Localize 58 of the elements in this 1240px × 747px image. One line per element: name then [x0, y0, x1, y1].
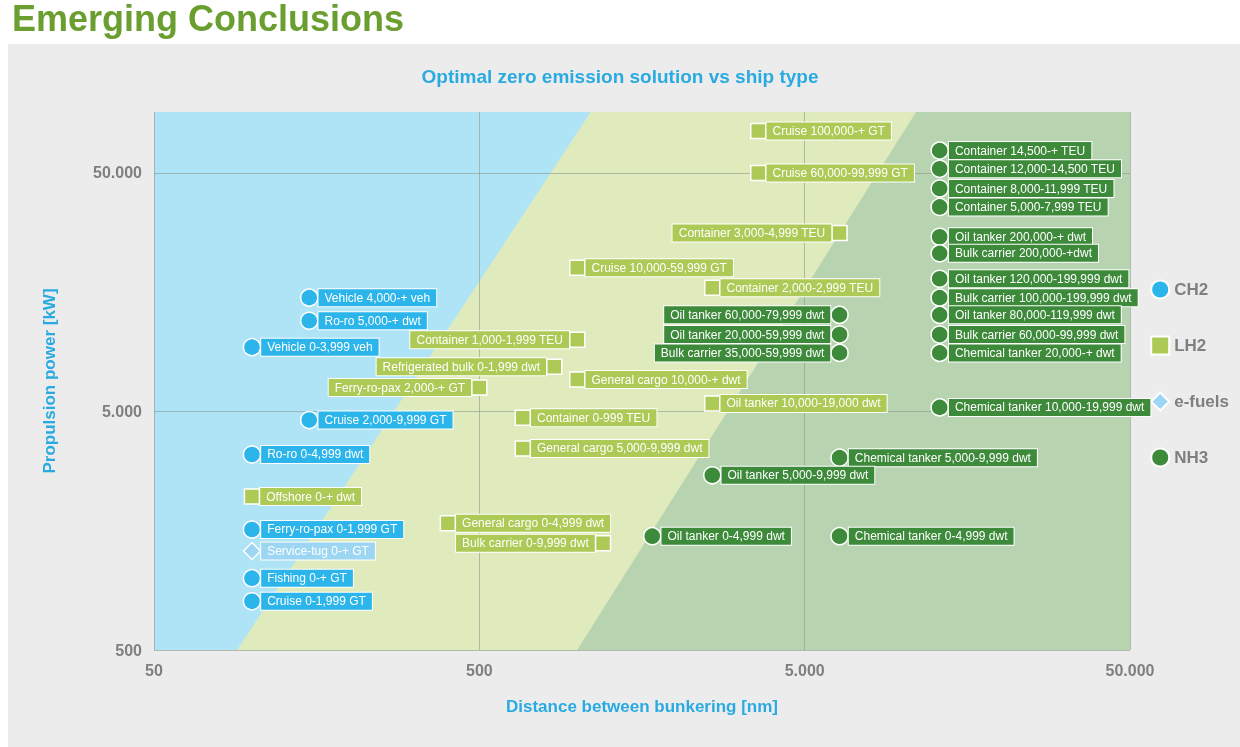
x-tick-label: 50 — [145, 661, 163, 679]
data-label: Container 0-999 TEU — [537, 410, 651, 425]
data-label: Fishing 0-+ GT — [267, 571, 348, 586]
data-label: Chemical tanker 10,000-19,999 dwt — [954, 400, 1146, 415]
data-label: Bulk carrier 100,000-199,999 dwt — [954, 290, 1133, 305]
data-label: Ro-ro 0-4,999 dwt — [267, 447, 364, 462]
chart-title: Optimal zero emission solution vs ship type — [421, 66, 819, 87]
legend-label: LH2 — [1174, 336, 1207, 355]
data-label: Vehicle 4,000-+ veh — [324, 290, 431, 305]
data-label: General cargo 5,000-9,999 dwt — [537, 441, 704, 456]
data-label: Container 2,000-2,999 TEU — [726, 280, 874, 295]
data-label: Ro-ro 5,000-+ dwt — [324, 313, 422, 328]
data-label: Container 1,000-1,999 TEU — [416, 332, 564, 347]
data-label: General cargo 10,000-+ dwt — [591, 372, 742, 387]
data-label: Cruise 0-1,999 GT — [267, 594, 367, 609]
data-label: Oil tanker 80,000-119,999 dwt — [954, 307, 1116, 322]
y-tick-label: 50.000 — [93, 164, 143, 182]
x-tick-label: 500 — [465, 661, 493, 679]
data-label: Refrigerated bulk 0-1,999 dwt — [382, 359, 541, 374]
data-label: Cruise 2,000-9,999 GT — [324, 413, 448, 428]
text: Emerging Conclusions — [12, 0, 405, 39]
data-label: Ferry-ro-pax 2,000-+ GT — [334, 380, 466, 395]
data-label: Bulk carrier 60,000-99,999 dwt — [954, 327, 1120, 342]
x-axis-title: Distance between bunkering [nm] — [505, 697, 779, 716]
data-label: Container 14,500-+ TEU — [954, 143, 1086, 158]
data-label: Oil tanker 5,000-9,999 dwt — [727, 468, 869, 483]
data-label: Oil tanker 120,000-199,999 dwt — [954, 271, 1124, 286]
x-tick-label: 50.000 — [1105, 661, 1155, 679]
data-label: Oil tanker 60,000-79,999 dwt — [670, 307, 825, 322]
data-label: Oil tanker 20,000-59,999 dwt — [670, 327, 825, 342]
x-tick-label: 5.000 — [784, 661, 825, 679]
data-label: Container 3,000-4,999 TEU — [678, 225, 826, 240]
data-label: Cruise 100,000-+ GT — [772, 123, 886, 138]
y-axis-title: Propulsion power [kW] — [40, 288, 59, 474]
data-label: Chemical tanker 20,000-+ dwt — [954, 345, 1116, 360]
data-label: Chemical tanker 5,000-9,999 dwt — [854, 450, 1032, 465]
data-label: Vehicle 0-3,999 veh — [267, 340, 373, 355]
data-label: Container 8,000-11,999 TEU — [954, 181, 1108, 196]
y-tick-label: 5.000 — [101, 402, 143, 420]
data-label: Container 5,000-7,999 TEU — [954, 199, 1102, 214]
data-label: Oil tanker 10,000-19,000 dwt — [726, 396, 882, 411]
data-label: Container 12,000-14,500 TEU — [954, 161, 1115, 176]
data-label: General cargo 0-4,999 dwt — [462, 516, 605, 531]
data-label: Bulk carrier 200,000-+dwt — [954, 246, 1093, 261]
data-label: Bulk carrier 0-9,999 dwt — [462, 536, 590, 551]
data-label: Chemical tanker 0-4,999 dwt — [854, 529, 1009, 544]
data-label: Offshore 0-+ dwt — [266, 489, 356, 504]
data-label: Ferry-ro-pax 0-1,999 GT — [267, 522, 398, 537]
legend-label: CH2 — [1174, 280, 1209, 299]
data-label: Bulk carrier 35,000-59,999 dwt — [660, 345, 825, 360]
y-tick-label: 500 — [115, 641, 143, 659]
data-label: Cruise 10,000-59,999 GT — [591, 260, 728, 275]
legend-label: e-fuels — [1174, 392, 1229, 411]
data-label: Service-tug 0-+ GT — [267, 544, 370, 559]
data-label: Oil tanker 200,000-+ dwt — [954, 229, 1087, 244]
legend-label: NH3 — [1174, 448, 1209, 467]
data-label: Cruise 60,000-99,999 GT — [772, 165, 909, 180]
data-label: Oil tanker 0-4,999 dwt — [667, 529, 786, 544]
